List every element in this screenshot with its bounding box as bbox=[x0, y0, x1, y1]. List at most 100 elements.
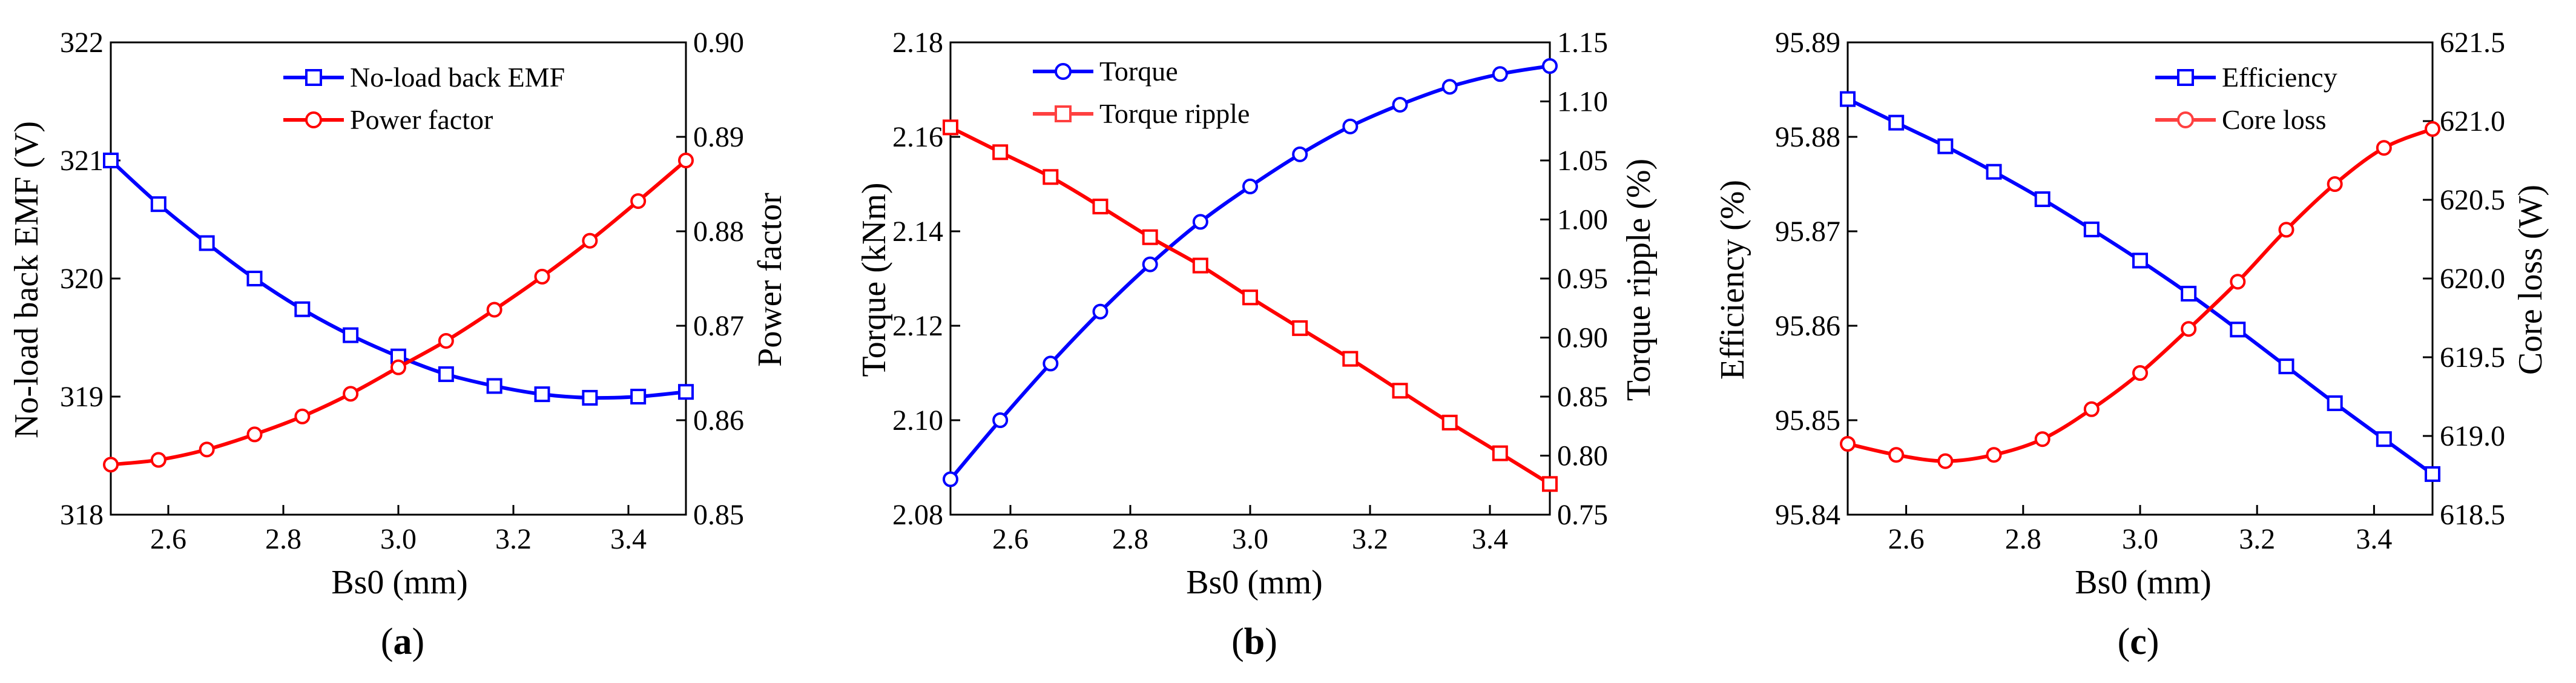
panel-a-left-ytick-label-0: 318 bbox=[60, 499, 104, 531]
panel-a-left-ytick-label-4: 322 bbox=[60, 27, 104, 59]
panel-a-right-ytick-label-0: 0.85 bbox=[693, 499, 744, 531]
panel-c-right-ytick-label-1: 619.0 bbox=[2440, 420, 2505, 452]
panel-a-series-2-point-3 bbox=[246, 426, 263, 443]
panel-c-legend-label-2: Core loss bbox=[2222, 104, 2327, 135]
panel-c-series-1-point-12 bbox=[2425, 466, 2440, 482]
panel-b-right-ytick-label-5: 1.00 bbox=[1557, 204, 1608, 236]
panel-a-right-ytick-label-5: 0.90 bbox=[693, 27, 744, 59]
panel-a-xtick-label-4: 3.4 bbox=[610, 523, 647, 555]
panel-c-left-ytick-label-2: 95.86 bbox=[1775, 310, 1840, 342]
panel-b-series-2-point-10 bbox=[1441, 414, 1458, 431]
panel-b-series-1-point-11 bbox=[1492, 66, 1508, 82]
panel-a-series-2-point-8 bbox=[486, 302, 502, 318]
panel-b-series-1-point-9 bbox=[1392, 96, 1408, 113]
panel-a-series-2-point-4 bbox=[294, 408, 311, 424]
panel-c-right-ytick-label-5: 621.0 bbox=[2440, 105, 2505, 137]
panel-b-right-ytick-label-6: 1.05 bbox=[1557, 145, 1608, 177]
panel-b-series-2-point-3 bbox=[1092, 199, 1108, 215]
panel-b-series-1-point-8 bbox=[1342, 118, 1359, 134]
panel-c-series-2-point-7 bbox=[2181, 321, 2197, 337]
panel-a-legend-label-1: No-load back EMF bbox=[350, 62, 565, 93]
panel-c-plot-frame bbox=[1846, 41, 2434, 516]
panel-a-series-2-point-9 bbox=[534, 268, 550, 285]
panel-b-series-2-point-11 bbox=[1492, 445, 1508, 461]
panel-b-series-1-line bbox=[949, 64, 1550, 481]
panel-a-xtick-label-1: 2.8 bbox=[265, 523, 301, 555]
panel-a-legend: No-load back EMF Power factor bbox=[283, 62, 565, 135]
panel-c-caption: (c) bbox=[2118, 621, 2159, 662]
panel-a-series-2-point-11 bbox=[630, 193, 647, 210]
panel-c-left-ytick-label-5: 95.89 bbox=[1775, 27, 1840, 59]
panel-b-series-1-point-0 bbox=[943, 471, 958, 487]
panel-c-series-2-point-6 bbox=[2132, 365, 2148, 381]
panel-b-legend-entry-2: Torque ripple bbox=[1033, 98, 1250, 129]
panel-c-caption-open: ( bbox=[2118, 621, 2130, 662]
panel-b-series-1-point-7 bbox=[1292, 146, 1308, 162]
panel-b-series-2-point-9 bbox=[1392, 383, 1408, 399]
panel-b-right-ytick-label-0: 0.75 bbox=[1557, 499, 1608, 531]
panel-c-legend: Efficiency Core loss bbox=[2155, 62, 2337, 135]
panel-c-series-1-point-9 bbox=[2278, 358, 2294, 375]
panel-b-right-ylabel: Torque ripple (%) bbox=[1620, 159, 1658, 401]
panel-c-left-ylabel: Efficiency (%) bbox=[1714, 180, 1751, 380]
panel-b-series-2-point-0 bbox=[943, 119, 958, 136]
panel-a-caption-close: ) bbox=[412, 621, 425, 662]
panel-a-series-2-point-6 bbox=[390, 359, 406, 375]
panel-b-xlabel: Bs0 (mm) bbox=[1186, 564, 1323, 601]
panel-b-series-2-point-8 bbox=[1342, 351, 1359, 367]
panel-c-series-2-point-11 bbox=[2376, 140, 2392, 156]
panel-b-right-ytick-label-7: 1.10 bbox=[1557, 86, 1608, 118]
panel-c-caption-letter: c bbox=[2130, 621, 2147, 662]
panel-b-right-ytick-label-8: 1.15 bbox=[1557, 27, 1608, 59]
panel-c-series-1-point-4 bbox=[2034, 191, 2051, 207]
panel-b-series-2-point-12 bbox=[1542, 476, 1558, 492]
panel-a-left-ytick-label-3: 321 bbox=[60, 145, 104, 177]
panel-a-series-1-point-12 bbox=[678, 384, 694, 400]
panel-a-legend-entry-1: No-load back EMF bbox=[283, 62, 565, 93]
panel-a: 2.6 2.8 3.0 3.2 3.4 318 319 320 321 322 0.85 0.86 0.… bbox=[8, 27, 789, 662]
panel-c-right-ytick-label-4: 620.5 bbox=[2440, 184, 2505, 216]
panel-a-series-2-point-12 bbox=[678, 153, 694, 168]
panel-c-series-1-point-5 bbox=[2083, 221, 2100, 237]
panel-c-series-2-point-12 bbox=[2425, 121, 2440, 137]
panel-a-series-1-point-2 bbox=[199, 235, 215, 251]
panel-b-legend: Torque Torque ripple bbox=[1033, 56, 1250, 129]
panel-b-caption-open: ( bbox=[1231, 621, 1244, 662]
panel-c-series-1-point-3 bbox=[1986, 163, 2002, 180]
panel-b-series-1-point-1 bbox=[992, 412, 1009, 428]
panel-a-series-1-point-5 bbox=[343, 327, 359, 343]
panel-b-series-2-point-7 bbox=[1292, 320, 1308, 336]
panel-b-right-ytick-label-3: 0.90 bbox=[1557, 322, 1608, 354]
panel-a-series-2-point-5 bbox=[343, 386, 359, 402]
panel-a-xtick-label-0: 2.6 bbox=[150, 523, 186, 555]
panel-a-series-1-point-8 bbox=[486, 378, 502, 394]
panel-c-legend-label-1: Efficiency bbox=[2222, 62, 2337, 93]
panel-b-left-ytick-label-5: 2.18 bbox=[892, 27, 943, 59]
panel-a-legend-entry-2: Power factor bbox=[283, 104, 493, 135]
panel-c-series-1-point-2 bbox=[1937, 138, 1954, 154]
panel-a-legend-marker-1 bbox=[305, 69, 322, 86]
panel-b-series-2-point-5 bbox=[1192, 257, 1208, 274]
panel-b-left-ytick-label-1: 2.10 bbox=[892, 404, 943, 437]
panel-c-series-2-point-10 bbox=[2327, 176, 2343, 192]
panel-a-series-2-point-0 bbox=[103, 457, 119, 473]
panel-a-caption-letter: a bbox=[394, 621, 412, 662]
panel-c-series-2-point-0 bbox=[1840, 436, 1856, 452]
panel-b-xtick-label-4: 3.4 bbox=[1472, 523, 1508, 555]
panel-c-series-1-point-11 bbox=[2376, 431, 2392, 447]
panel-b-series-2-point-6 bbox=[1242, 289, 1258, 306]
panel-b-left-ytick-label-0: 2.08 bbox=[892, 499, 943, 531]
panel-b-right-ytick-label-1: 0.80 bbox=[1557, 440, 1608, 472]
panel-b-caption-letter: b bbox=[1244, 621, 1265, 662]
panel-a-series-1-point-11 bbox=[630, 389, 647, 404]
panel-c-right-ytick-label-3: 620.0 bbox=[2440, 263, 2505, 295]
panel-b-series-1-point-4 bbox=[1142, 256, 1158, 272]
panel-c-right-ytick-label-6: 621.5 bbox=[2440, 27, 2505, 59]
panel-b-xtick-label-0: 2.6 bbox=[992, 523, 1029, 555]
panel-b-caption-close: ) bbox=[1265, 621, 1277, 662]
panel-b-caption: (b) bbox=[1231, 621, 1277, 662]
panel-c-series-1-point-8 bbox=[2230, 322, 2246, 338]
panel-c-right-ytick-label-2: 619.5 bbox=[2440, 342, 2505, 374]
panel-c-series-2-point-9 bbox=[2278, 222, 2294, 238]
panel-b-series-2-point-1 bbox=[992, 144, 1009, 160]
